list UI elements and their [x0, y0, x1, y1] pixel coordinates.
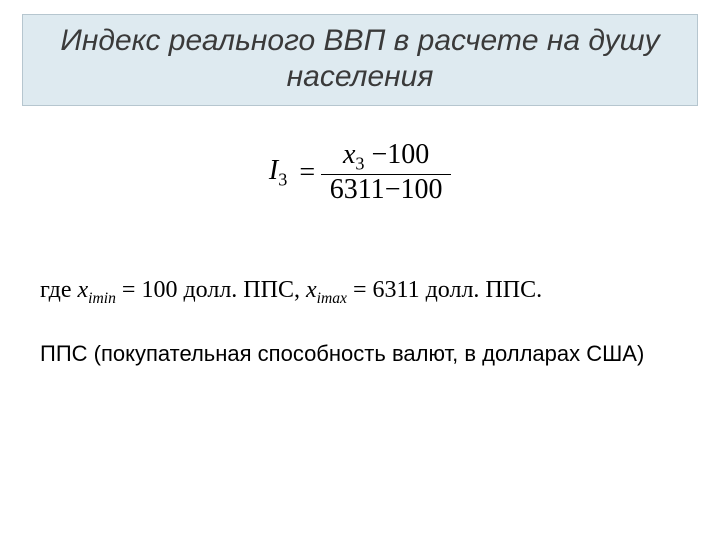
- where-x2-sub: imax: [317, 290, 347, 307]
- where-prefix: где: [40, 277, 78, 303]
- where-x2-eq: = 6311 долл. ППС.: [347, 277, 542, 303]
- where-line: где ximin = 100 долл. ППС, ximax = 6311 …: [40, 275, 680, 308]
- fraction-numerator: x3 −100: [337, 140, 435, 174]
- title-box: Индекс реального ВВП в расчете на душу н…: [22, 14, 698, 106]
- numerator-var: x: [343, 139, 355, 170]
- equals-sign: =: [299, 157, 315, 189]
- formula-lhs-sub: 3: [278, 170, 287, 190]
- where-x1-eq: = 100 долл. ППС,: [116, 277, 306, 303]
- where-x2-var: x: [306, 277, 317, 303]
- formula-lhs: I3: [269, 155, 287, 191]
- numerator-const: 100: [387, 139, 429, 170]
- slide-title: Индекс реального ВВП в расчете на душу н…: [37, 23, 683, 95]
- fraction: x3 −100 6311−100: [321, 140, 451, 205]
- where-x1-sub: imin: [88, 290, 116, 307]
- formula-block: I3 = x3 −100 6311−100: [0, 140, 720, 205]
- denominator-left: 6311: [330, 174, 385, 205]
- numerator-minus: −: [371, 139, 387, 170]
- denominator-minus: −: [385, 174, 401, 205]
- pps-line: ППС (покупательная способность валют, в …: [40, 340, 680, 368]
- formula-lhs-var: I: [269, 155, 278, 186]
- slide: Индекс реального ВВП в расчете на душу н…: [0, 0, 720, 540]
- fraction-denominator: 6311−100: [324, 175, 449, 206]
- pps-text: ППС (покупательная способность валют, в …: [40, 340, 680, 368]
- denominator-right: 100: [400, 174, 442, 205]
- numerator-sub: 3: [355, 154, 364, 174]
- formula: I3 = x3 −100 6311−100: [269, 140, 451, 205]
- where-x1-var: x: [78, 277, 89, 303]
